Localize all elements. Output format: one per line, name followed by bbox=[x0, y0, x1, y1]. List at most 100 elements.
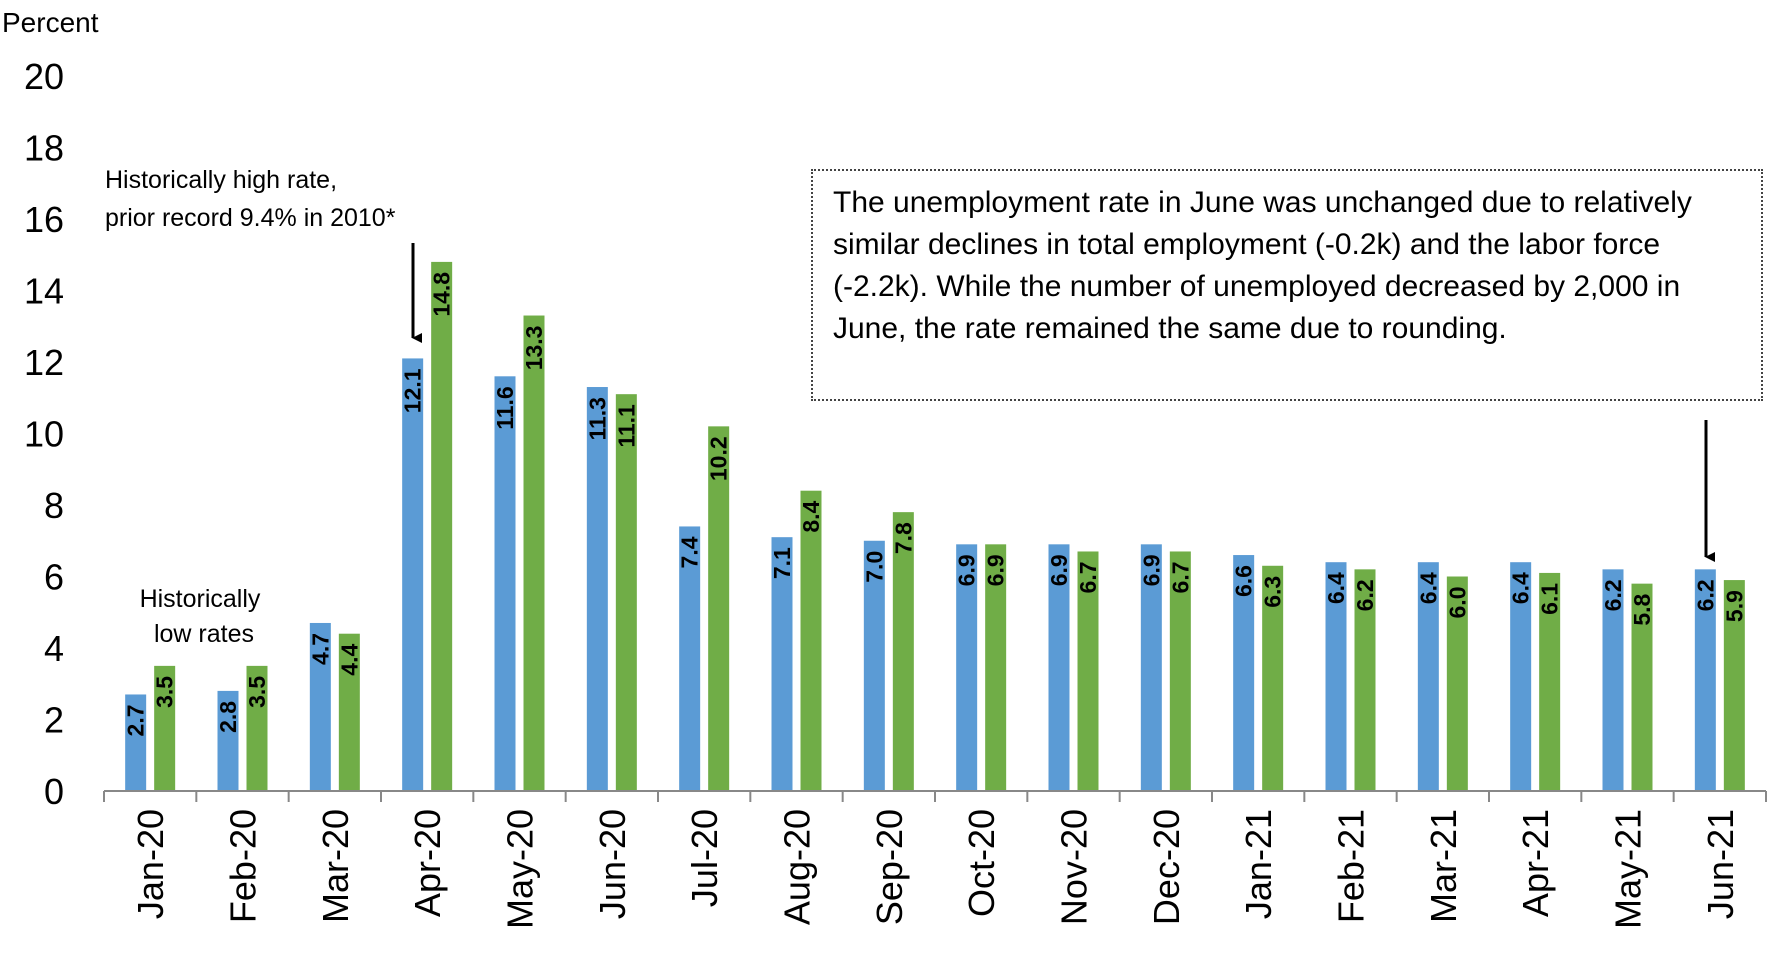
data-label: 6.9 bbox=[983, 554, 1009, 586]
y-tick-label: 0 bbox=[44, 771, 64, 812]
data-label: 6.2 bbox=[1692, 579, 1718, 611]
bar-series-2 bbox=[615, 394, 637, 791]
y-axis-title: Percent bbox=[2, 7, 99, 38]
x-tick-label: Jan-20 bbox=[130, 809, 171, 919]
bar-series-1 bbox=[956, 544, 978, 791]
data-label: 11.3 bbox=[584, 397, 610, 441]
annotation-high-rate-line1: Historically high rate, bbox=[105, 166, 337, 194]
bar-series-2 bbox=[246, 665, 268, 791]
x-tick-label: Mar-21 bbox=[1423, 809, 1464, 923]
data-label: 6.4 bbox=[1415, 572, 1441, 604]
annotation-high-rate-line2: prior record 9.4% in 2010* bbox=[105, 204, 396, 232]
bar-series-2 bbox=[985, 544, 1007, 791]
data-label: 2.7 bbox=[123, 704, 149, 736]
data-label: 13.3 bbox=[521, 326, 547, 371]
data-label: 6.4 bbox=[1323, 572, 1349, 604]
x-tick-label: Jun-21 bbox=[1700, 809, 1741, 919]
bar-series-1 bbox=[1510, 562, 1532, 791]
data-label: 6.9 bbox=[1138, 554, 1164, 586]
bar-series-1 bbox=[771, 537, 793, 791]
y-tick-label: 16 bbox=[24, 199, 64, 240]
bar-series-1 bbox=[494, 376, 516, 791]
bar-series-1 bbox=[1140, 544, 1162, 791]
x-axis-labels: Jan-20 Feb-20 Mar-20 Apr-20 May-20 Jun-20 Jul-… bbox=[130, 809, 1741, 929]
x-tick-label: Sep-20 bbox=[869, 809, 910, 925]
bar-series-2 bbox=[1354, 569, 1376, 791]
x-tick-label: May-21 bbox=[1608, 809, 1649, 929]
data-label: 6.2 bbox=[1600, 579, 1626, 611]
bar-series bbox=[125, 261, 1745, 791]
data-labels: 2.73.52.83.54.7 4.412.114.811.613.311.3 11… bbox=[123, 272, 1748, 737]
data-label: 6.6 bbox=[1231, 565, 1257, 597]
bar-series-1 bbox=[402, 358, 424, 791]
bar-series-2 bbox=[1539, 572, 1561, 791]
y-tick-label: 10 bbox=[24, 414, 64, 455]
data-label: 7.1 bbox=[769, 547, 795, 579]
data-label: 3.5 bbox=[152, 676, 178, 708]
data-label: 7.0 bbox=[861, 551, 887, 583]
y-tick-label: 6 bbox=[44, 557, 64, 598]
x-tick-label: Feb-20 bbox=[223, 809, 264, 923]
data-label: 3.5 bbox=[244, 676, 270, 708]
data-label: 4.7 bbox=[307, 633, 333, 665]
y-axis-ticks: 0 2 4 6 8 10 12 14 16 18 20 bbox=[24, 56, 64, 812]
data-label: 6.9 bbox=[954, 554, 980, 586]
bar-series-1 bbox=[217, 690, 239, 791]
data-label: 6.9 bbox=[1046, 554, 1072, 586]
data-label: 6.3 bbox=[1260, 576, 1286, 608]
bar-series-2 bbox=[523, 315, 545, 791]
annotation-low-rates-line2: low rates bbox=[154, 620, 254, 648]
data-label: 11.6 bbox=[492, 386, 518, 430]
bar-series-1 bbox=[125, 694, 147, 791]
x-tick-label: Feb-21 bbox=[1331, 809, 1372, 923]
x-tick-label: Jul-20 bbox=[684, 809, 725, 907]
data-label: 11.1 bbox=[613, 404, 639, 448]
data-label: 4.4 bbox=[336, 644, 362, 676]
y-tick-label: 18 bbox=[24, 128, 64, 169]
data-label: 12.1 bbox=[400, 368, 426, 413]
data-label: 10.2 bbox=[706, 436, 732, 481]
data-label: 6.4 bbox=[1508, 572, 1534, 604]
bar-series-2 bbox=[1169, 551, 1191, 791]
data-label: 7.8 bbox=[890, 522, 916, 554]
y-tick-label: 20 bbox=[24, 56, 64, 97]
bar-series-2 bbox=[1446, 576, 1468, 791]
bar-series-1 bbox=[309, 622, 331, 791]
data-label: 6.7 bbox=[1075, 561, 1101, 593]
x-tick-label: Dec-20 bbox=[1146, 809, 1187, 925]
bar-series-2 bbox=[1077, 551, 1099, 791]
bar-series-1 bbox=[1602, 569, 1624, 791]
data-label: 6.2 bbox=[1352, 579, 1378, 611]
bar-series-2 bbox=[800, 490, 822, 791]
bar-series-2 bbox=[338, 633, 360, 791]
x-tick-label: Jan-21 bbox=[1238, 809, 1279, 919]
bar-series-2 bbox=[154, 665, 176, 791]
x-tick-label: Apr-20 bbox=[407, 809, 448, 917]
data-label: 14.8 bbox=[429, 272, 455, 317]
data-label: 6.7 bbox=[1167, 561, 1193, 593]
bar-series-1 bbox=[1325, 562, 1347, 791]
bar-series-2 bbox=[1631, 583, 1653, 791]
bar-series-1 bbox=[586, 387, 608, 791]
y-tick-label: 4 bbox=[44, 628, 64, 669]
data-label: 6.1 bbox=[1537, 583, 1563, 615]
x-tick-label: Jun-20 bbox=[592, 809, 633, 919]
x-tick-label: Nov-20 bbox=[1054, 809, 1095, 925]
data-label: 6.0 bbox=[1444, 587, 1470, 619]
x-tick-label: Mar-20 bbox=[315, 809, 356, 923]
y-tick-label: 12 bbox=[24, 342, 64, 383]
data-label: 5.8 bbox=[1629, 593, 1655, 625]
bar-series-2 bbox=[431, 261, 453, 791]
data-label: 5.9 bbox=[1721, 590, 1747, 622]
bar-series-1 bbox=[1233, 555, 1255, 791]
y-tick-label: 8 bbox=[44, 485, 64, 526]
bar-series-2 bbox=[892, 512, 914, 791]
bar-series-1 bbox=[1417, 562, 1439, 791]
x-tick-label: Oct-20 bbox=[961, 809, 1002, 917]
bar-series-1 bbox=[863, 540, 885, 791]
y-tick-label: 14 bbox=[24, 271, 64, 312]
bar-series-2 bbox=[708, 426, 730, 791]
x-tick-label: Apr-21 bbox=[1515, 809, 1556, 917]
annotation-low-rates-line1: Historically bbox=[140, 585, 261, 613]
